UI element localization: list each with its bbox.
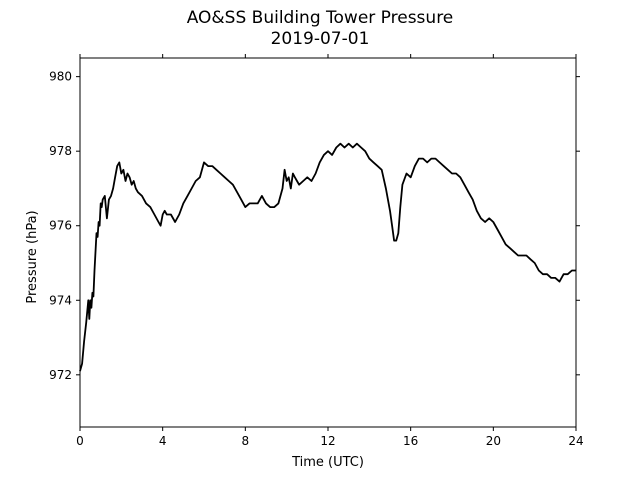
y-tick-label: 978 bbox=[49, 144, 72, 158]
x-tick-label: 12 bbox=[320, 434, 335, 448]
x-tick-label: 20 bbox=[486, 434, 501, 448]
plot-frame bbox=[79, 57, 577, 428]
y-tick-label: 980 bbox=[49, 70, 72, 84]
y-tick-label: 974 bbox=[49, 293, 72, 307]
x-tick-label: 8 bbox=[242, 434, 250, 448]
x-tick-label: 16 bbox=[403, 434, 418, 448]
pressure-series-line bbox=[79, 142, 576, 372]
x-tick-label: 24 bbox=[568, 434, 583, 448]
chart-title: AO&SS Building Tower Pressure bbox=[186, 8, 454, 28]
y-tick-label: 976 bbox=[49, 219, 72, 233]
x-axis-ticks: 0 4 8 12 16 20 24 bbox=[76, 54, 584, 448]
x-tick-label: 4 bbox=[159, 434, 167, 448]
y-axis-label: Pressure (hPa) bbox=[25, 210, 40, 303]
chart-subtitle: 2019-07-01 bbox=[270, 29, 370, 49]
plot-area-border bbox=[79, 57, 577, 428]
x-tick-label: 0 bbox=[76, 434, 84, 448]
y-tick-label: 972 bbox=[49, 368, 72, 382]
y-axis-ticks: 972 974 976 978 980 bbox=[49, 70, 580, 382]
x-axis-label: Time (UTC) bbox=[291, 455, 364, 470]
